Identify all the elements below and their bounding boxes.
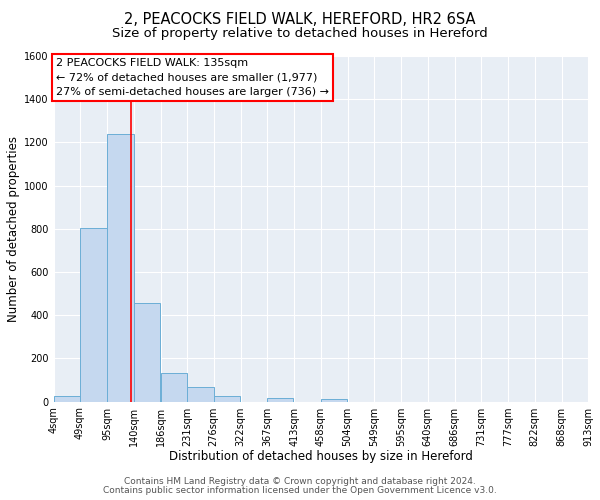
Bar [267,398,293,402]
Bar [53,396,80,402]
Text: 2 PEACOCKS FIELD WALK: 135sqm
← 72% of detached houses are smaller (1,977)
27% o: 2 PEACOCKS FIELD WALK: 135sqm ← 72% of d… [56,58,329,98]
Text: 2, PEACOCKS FIELD WALK, HEREFORD, HR2 6SA: 2, PEACOCKS FIELD WALK, HEREFORD, HR2 6S… [124,12,476,28]
Bar [187,388,214,402]
Text: Contains HM Land Registry data © Crown copyright and database right 2024.: Contains HM Land Registry data © Crown c… [124,477,476,486]
Bar [214,396,240,402]
Bar [80,228,107,402]
Bar [134,304,160,402]
Y-axis label: Number of detached properties: Number of detached properties [7,136,20,322]
Bar [161,374,187,402]
X-axis label: Distribution of detached houses by size in Hereford: Distribution of detached houses by size … [169,450,473,463]
Bar [107,134,134,402]
Bar [320,400,347,402]
Text: Contains public sector information licensed under the Open Government Licence v3: Contains public sector information licen… [103,486,497,495]
Text: Size of property relative to detached houses in Hereford: Size of property relative to detached ho… [112,28,488,40]
